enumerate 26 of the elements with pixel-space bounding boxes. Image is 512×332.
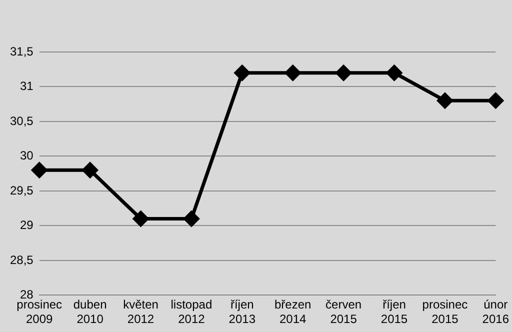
x-tick-label: duben 2010 [73, 298, 107, 326]
x-tick-label: říjen 2013 [228, 298, 256, 326]
x-tick-label: listopad 2012 [170, 298, 212, 326]
x-tick-label: únor 2016 [482, 298, 510, 326]
y-tick-label: 29,5 [10, 183, 34, 198]
point [336, 65, 352, 81]
point [82, 162, 98, 178]
y-tick-label: 31 [20, 79, 34, 94]
point [488, 92, 504, 108]
point [184, 211, 200, 227]
y-tick-label: 30,5 [10, 114, 34, 128]
y-tick-label: 28,5 [10, 252, 34, 267]
x-tick-label: květen 2012 [123, 298, 158, 326]
x-tick-label: červen 2015 [326, 298, 362, 326]
point [437, 92, 453, 108]
y-tick-label: 29 [20, 218, 34, 232]
x-tick-label: prosinec 2015 [422, 298, 468, 326]
y-tick-label: 30 [20, 148, 34, 163]
x-tick-label: říjen 2015 [380, 298, 408, 326]
x-tick-label: březen 2014 [274, 298, 312, 326]
point [234, 65, 250, 81]
point [32, 162, 48, 178]
point [386, 65, 402, 81]
point [285, 65, 301, 81]
y-tick-label: 31,5 [10, 44, 34, 58]
point [133, 211, 149, 227]
